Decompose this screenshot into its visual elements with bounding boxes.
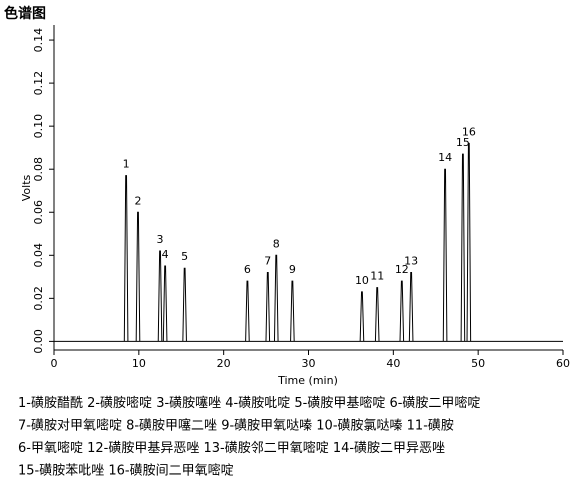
peak-label: 3 xyxy=(157,233,164,246)
peak-label: 12 xyxy=(395,263,409,276)
peak-label: 8 xyxy=(273,237,280,250)
y-tick-label: 0.08 xyxy=(32,157,45,182)
peak-label: 13 xyxy=(404,255,418,268)
y-tick-label: 0.02 xyxy=(32,286,45,311)
peak-label: 2 xyxy=(134,194,141,207)
chart-title: 色谱图 xyxy=(4,5,46,22)
peak-label: 7 xyxy=(264,255,271,268)
y-axis-label: Volts xyxy=(20,174,33,201)
legend-line: 1-磺胺醋酰 2-磺胺嘧啶 3-磺胺噻唑 4-磺胺吡啶 5-磺胺甲基嘧啶 6-磺… xyxy=(18,395,480,411)
peak-label: 1 xyxy=(123,158,130,171)
x-tick-label: 40 xyxy=(386,357,400,370)
x-tick-label: 50 xyxy=(471,357,485,370)
peak xyxy=(162,265,168,342)
peak-label: 10 xyxy=(355,274,369,287)
peak xyxy=(374,287,380,342)
peak xyxy=(466,142,472,342)
legend-line: 15-磺胺苯吡唑 16-磺胺间二甲氧嘧啶 xyxy=(18,463,234,479)
x-tick-label: 30 xyxy=(302,357,316,370)
x-axis-label: Time (min) xyxy=(277,374,338,387)
peak xyxy=(273,254,279,342)
x-tick-label: 60 xyxy=(556,357,570,370)
y-tick-label: 0.04 xyxy=(32,243,45,268)
x-tick-label: 10 xyxy=(132,357,146,370)
peak-label: 6 xyxy=(244,263,251,276)
peak-label: 5 xyxy=(181,250,188,263)
y-tick-label: 0.14 xyxy=(32,28,45,53)
peak xyxy=(399,280,405,342)
peak-label: 11 xyxy=(370,270,384,283)
x-tick-label: 0 xyxy=(51,357,58,370)
peak xyxy=(182,267,187,342)
peak xyxy=(460,153,466,342)
legend-line: 7-磺胺对甲氧嘧啶 8-磺胺甲噻二唑 9-磺胺甲氧哒嗪 10-磺胺氯哒嗪 11-… xyxy=(18,418,454,434)
peak-label: 4 xyxy=(162,248,169,261)
legend-line: 6-甲氧嘧啶 12-磺胺甲基异恶唑 13-磺胺邻二甲氧嘧啶 14-磺胺二甲异恶唑 xyxy=(18,440,445,456)
peak xyxy=(135,211,141,342)
peak xyxy=(442,168,448,342)
y-tick-label: 0.12 xyxy=(32,71,45,96)
x-tick-label: 20 xyxy=(217,357,231,370)
peak xyxy=(157,250,163,342)
peak-label: 9 xyxy=(289,263,296,276)
y-tick-label: 0.10 xyxy=(32,114,45,138)
peak-label: 15 xyxy=(456,136,470,149)
peak xyxy=(245,280,250,342)
peak xyxy=(123,175,129,342)
y-tick-label: 0.06 xyxy=(32,200,45,225)
peak xyxy=(359,291,365,342)
peak xyxy=(290,280,295,342)
peak xyxy=(265,272,271,342)
peak-label: 16 xyxy=(462,125,476,138)
peak-label: 14 xyxy=(438,151,452,164)
y-tick-label: 0.00 xyxy=(32,329,45,354)
peak xyxy=(408,272,414,342)
